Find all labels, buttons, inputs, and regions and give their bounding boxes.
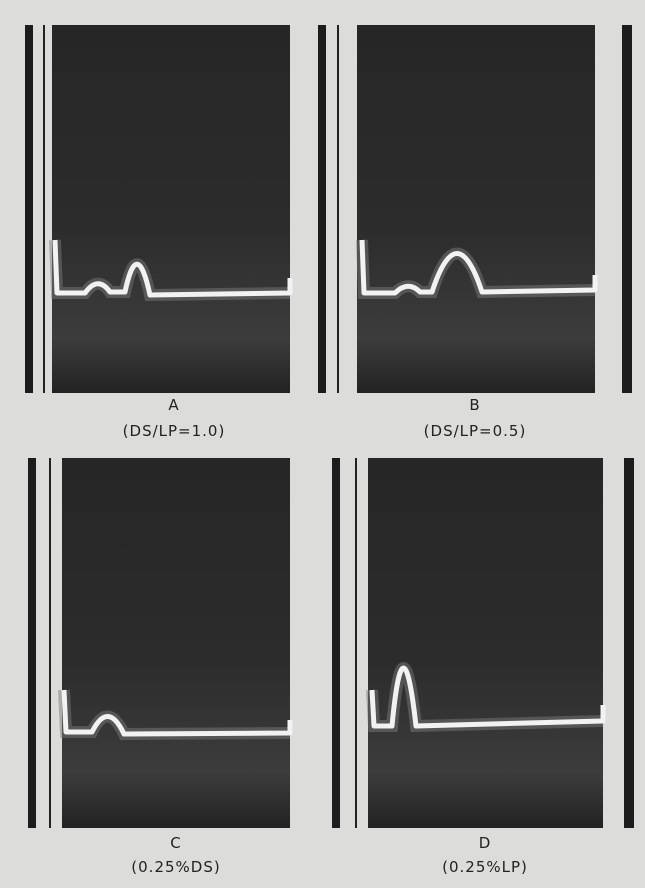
- panel-label: C: [170, 834, 181, 852]
- panel-label: B: [469, 396, 480, 414]
- edge-strip: [332, 458, 340, 828]
- panel-label: D: [479, 834, 492, 852]
- edge-strip: [622, 25, 632, 393]
- panel-a: A (DS/LP=1.0): [25, 25, 290, 440]
- panel-caption: (0.25%LP): [442, 858, 528, 876]
- panel-c: C (0.25%DS): [28, 458, 290, 876]
- edge-strip: [624, 458, 634, 828]
- edge-strip: [318, 25, 326, 393]
- photo: [357, 25, 595, 393]
- panel-label: A: [168, 396, 179, 414]
- edge-strip: [28, 458, 36, 828]
- panel-caption: (DS/LP=0.5): [424, 422, 527, 440]
- figure: A (DS/LP=1.0) B (DS/LP=0.5) C (0.25%DS) …: [0, 0, 645, 888]
- panel-caption: (0.25%DS): [131, 858, 220, 876]
- photo: [62, 458, 290, 828]
- photo: [52, 25, 290, 393]
- panel-caption: (DS/LP=1.0): [123, 422, 226, 440]
- panel-b: B (DS/LP=0.5): [318, 25, 632, 440]
- photo: [368, 458, 603, 828]
- panel-d: D (0.25%LP): [332, 458, 634, 876]
- edge-strip: [25, 25, 33, 393]
